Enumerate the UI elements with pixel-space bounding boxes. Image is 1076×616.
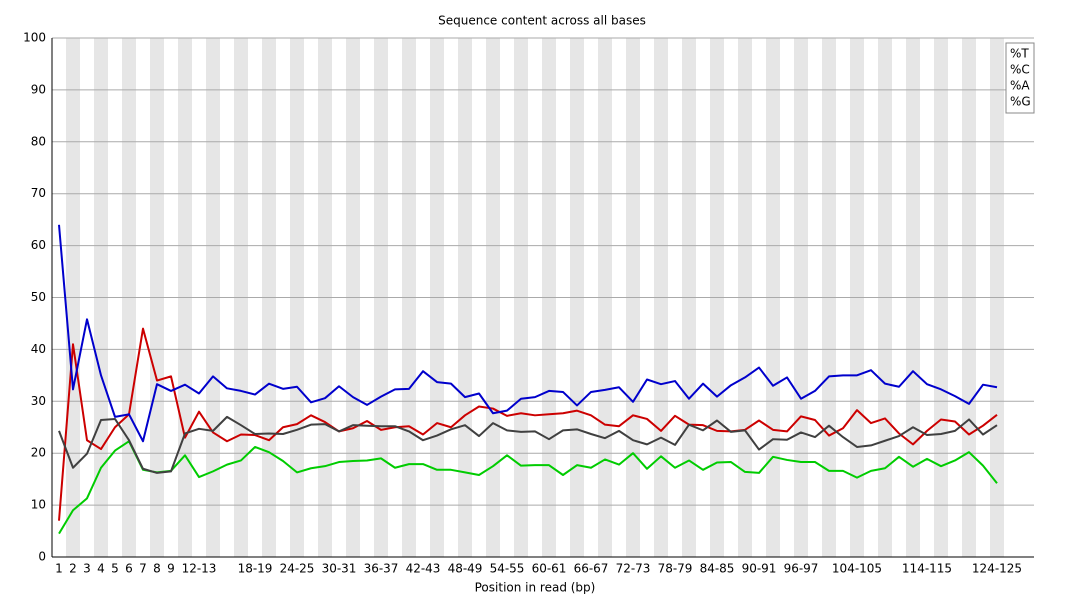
chart-title: Sequence content across all bases <box>438 14 646 28</box>
y-tick-label: 50 <box>31 290 46 304</box>
x-tick-label: 36-37 <box>364 562 399 576</box>
x-tick-label: 60-61 <box>532 562 567 576</box>
x-tick-label: 104-105 <box>832 562 882 576</box>
x-tick-label: 1 <box>55 562 63 576</box>
y-tick-label: 40 <box>31 342 46 356</box>
legend-entry: %G <box>1010 95 1031 109</box>
x-tick-label: 12-13 <box>182 562 217 576</box>
x-tick-label: 96-97 <box>784 562 819 576</box>
x-tick-label: 9 <box>167 562 175 576</box>
series-line <box>58 415 998 474</box>
x-tick-label: 48-49 <box>448 562 483 576</box>
legend-box <box>1005 42 1035 114</box>
y-tick-label: 80 <box>31 134 46 148</box>
x-tick-label: 2 <box>69 562 77 576</box>
y-tick-label: 60 <box>31 238 46 252</box>
x-tick-label: 66-67 <box>574 562 609 576</box>
x-tick-label: 24-25 <box>280 562 315 576</box>
y-tick-label: 20 <box>31 446 46 460</box>
x-tick-label: 3 <box>83 562 91 576</box>
x-tick-label: 54-55 <box>490 562 525 576</box>
series-line <box>58 224 998 443</box>
x-tick-label: 90-91 <box>742 562 777 576</box>
x-tick-label: 7 <box>139 562 147 576</box>
y-tick-label: 30 <box>31 394 46 408</box>
x-tick-label: 124-125 <box>972 562 1022 576</box>
x-tick-label: 4 <box>97 562 105 576</box>
legend-entry: %A <box>1010 79 1030 93</box>
x-tick-label: 5 <box>111 562 119 576</box>
x-axis-label: Position in read (bp) <box>475 581 596 595</box>
x-tick-label: 8 <box>153 562 161 576</box>
y-tick-label: 90 <box>31 82 46 96</box>
series-line <box>58 440 998 535</box>
y-tick-label: 10 <box>31 498 46 512</box>
y-tick-label: 70 <box>31 186 46 200</box>
series-line <box>58 327 998 521</box>
x-tick-label: 72-73 <box>616 562 651 576</box>
x-tick-label: 6 <box>125 562 133 576</box>
x-tick-label: 114-115 <box>902 562 952 576</box>
x-tick-label: 18-19 <box>238 562 273 576</box>
x-tick-label: 84-85 <box>700 562 735 576</box>
x-tick-label: 42-43 <box>406 562 441 576</box>
legend-entry: %T <box>1010 47 1029 61</box>
y-tick-label: 0 <box>38 550 46 564</box>
legend-entry: %C <box>1010 63 1030 77</box>
x-tick-label: 78-79 <box>658 562 693 576</box>
x-tick-label: 30-31 <box>322 562 357 576</box>
y-tick-label: 100 <box>23 31 46 45</box>
